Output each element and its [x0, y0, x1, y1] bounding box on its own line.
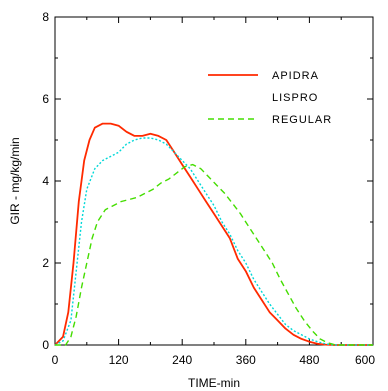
axis-ticks: [54, 16, 374, 346]
x-tick-label: 600: [355, 353, 375, 367]
series-line-apidra: [54, 122, 373, 346]
y-tick-label: 2: [42, 256, 49, 270]
legend-label-lispro: LISPRO: [272, 92, 318, 104]
x-tick-label: 480: [299, 353, 319, 367]
y-tick-label: 4: [42, 174, 49, 188]
plot-frame: [54, 16, 374, 346]
x-tick-label: 120: [109, 353, 129, 367]
legend-label-regular: REGULAR: [272, 114, 332, 126]
y-tick-label: 0: [42, 338, 49, 352]
x-tick-label: 0: [52, 353, 59, 367]
x-axis-label: TIME-min: [188, 376, 240, 390]
legend: APIDRA LISPRO REGULAR: [208, 70, 332, 126]
y-tick-label: 8: [42, 10, 49, 24]
legend-label-apidra: APIDRA: [272, 70, 319, 82]
x-tick-label: 240: [172, 353, 192, 367]
series-line-regular: [55, 163, 373, 346]
y-tick-label: 6: [42, 92, 49, 106]
y-axis-label: GIR - mg/kg/min: [8, 137, 22, 224]
tick-labels: 0 2 4 6 8 0 120 240 360 480 600: [42, 10, 375, 367]
x-tick-label: 360: [236, 353, 256, 367]
series-line-lispro: [54, 137, 373, 346]
series-layer: [54, 122, 373, 346]
